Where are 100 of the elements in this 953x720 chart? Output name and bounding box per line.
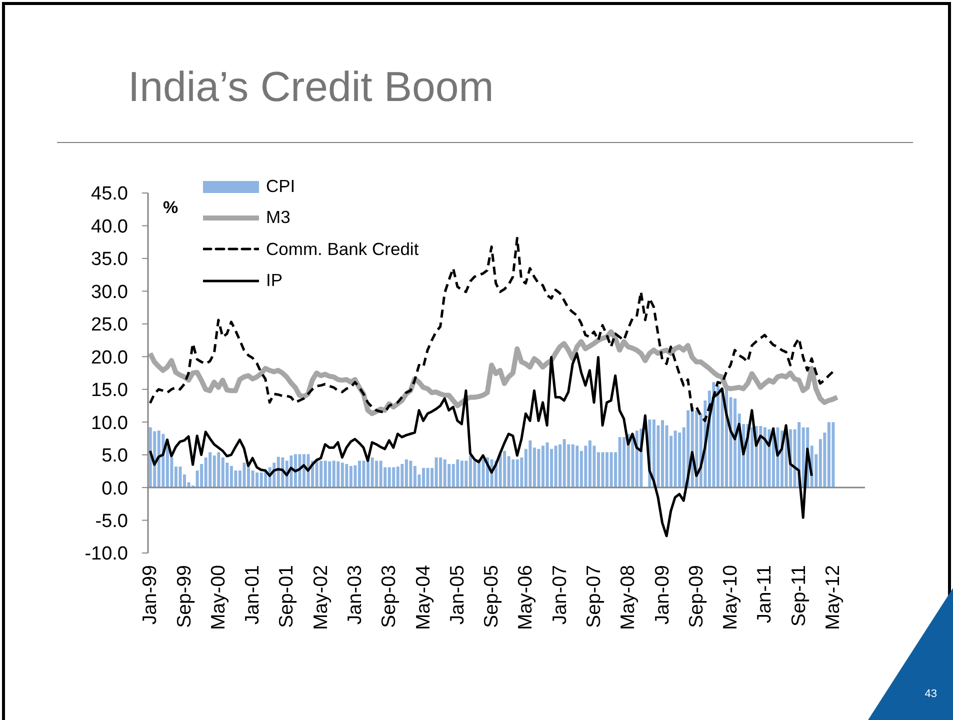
x-tick-label: Sep-07 <box>582 565 605 628</box>
bar <box>294 454 297 488</box>
x-tick-label: May-10 <box>720 564 742 630</box>
bar <box>537 448 540 488</box>
bar <box>443 459 446 488</box>
bar <box>635 430 638 488</box>
bar <box>716 385 720 488</box>
x-tick-label: Jan-03 <box>344 565 366 625</box>
bar <box>434 457 438 488</box>
chart-title: India’s Credit Boom <box>128 63 494 110</box>
bar <box>610 452 613 488</box>
x-tick-label: May-12 <box>822 565 844 630</box>
legend-label: IP <box>266 270 283 292</box>
bar <box>468 455 472 488</box>
bar <box>456 459 460 488</box>
bar <box>601 452 604 488</box>
x-tick-label: Sep-09 <box>685 565 708 628</box>
bar <box>827 422 830 488</box>
bar <box>734 398 737 488</box>
x-tick-label: Jan-11 <box>754 565 776 624</box>
bar <box>528 440 532 488</box>
bar <box>358 460 361 488</box>
bar <box>409 460 412 488</box>
bar <box>336 461 340 488</box>
bar <box>260 472 263 488</box>
bar <box>832 422 835 488</box>
bar <box>328 461 332 488</box>
bar <box>256 472 259 488</box>
legend-label: Comm. Bank Credit <box>266 238 419 260</box>
text: 43 <box>924 688 937 700</box>
y-tick-label: 30.0 <box>91 282 128 303</box>
bar <box>674 430 677 488</box>
bar <box>503 450 506 488</box>
x-tick-label: May-02 <box>310 565 332 630</box>
bar <box>763 427 766 488</box>
bar <box>217 452 220 488</box>
x-tick-label: May-00 <box>207 564 230 630</box>
x-tick-label: May-08 <box>617 565 640 630</box>
bar <box>498 454 502 488</box>
bar <box>622 437 626 488</box>
bar <box>759 426 762 488</box>
legend-label: M3 <box>266 207 290 228</box>
bar <box>482 459 485 488</box>
bar <box>349 466 352 488</box>
bar <box>242 462 246 488</box>
y-tick-label: 35.0 <box>91 249 128 270</box>
bar <box>157 430 160 488</box>
bar <box>571 444 574 488</box>
bar <box>452 464 455 488</box>
bar <box>618 437 622 488</box>
bar <box>148 427 152 488</box>
bar <box>370 457 374 488</box>
bar <box>315 460 318 488</box>
x-tick-label: Sep-99 <box>173 565 196 628</box>
y-tick-label: 25.0 <box>91 314 128 336</box>
bar <box>400 464 404 488</box>
bar <box>404 459 408 488</box>
bar <box>562 439 566 488</box>
y-tick-label: -5.0 <box>95 511 128 532</box>
bar <box>576 446 579 488</box>
bar <box>460 460 464 488</box>
x-tick-label: May-06 <box>514 565 537 630</box>
bar <box>324 460 327 488</box>
bar <box>546 442 549 488</box>
bar <box>208 452 212 488</box>
x-tick-label: Sep-03 <box>378 565 400 628</box>
bar <box>554 446 558 488</box>
bar <box>750 427 754 488</box>
y-tick-label: 40.0 <box>91 216 128 238</box>
bar <box>720 388 724 488</box>
x-tick-label: Jan-99 <box>139 565 162 625</box>
bar <box>392 467 396 488</box>
bar <box>396 466 400 488</box>
x-tick-label: Jan-05 <box>446 564 468 625</box>
y-tick-label: 0.0 <box>102 478 128 500</box>
bar <box>298 454 302 488</box>
y-tick-label: -10.0 <box>84 544 128 565</box>
bar <box>178 466 182 488</box>
bar <box>230 466 233 488</box>
x-tick-label: Jan-01 <box>242 565 264 625</box>
x-tick-label: May-04 <box>412 564 434 630</box>
x-tick-label: Sep-11 <box>788 565 810 626</box>
bar <box>426 468 430 488</box>
bar <box>516 459 519 488</box>
x-tick-label: Sep-05 <box>480 564 503 628</box>
y-tick-label: 20.0 <box>91 347 128 368</box>
legend-label: CPI <box>266 176 296 198</box>
bar <box>345 464 348 488</box>
bar <box>439 457 442 488</box>
bar <box>375 460 378 488</box>
bar <box>512 459 515 488</box>
bar <box>251 470 254 488</box>
bar <box>379 460 382 488</box>
bar <box>332 460 336 488</box>
y-axis-title: % <box>163 198 178 218</box>
y-tick-label: 5.0 <box>102 446 128 467</box>
bar <box>448 464 451 488</box>
bar <box>362 460 366 488</box>
x-tick-label: Jan-09 <box>651 565 674 625</box>
bar <box>320 460 323 488</box>
